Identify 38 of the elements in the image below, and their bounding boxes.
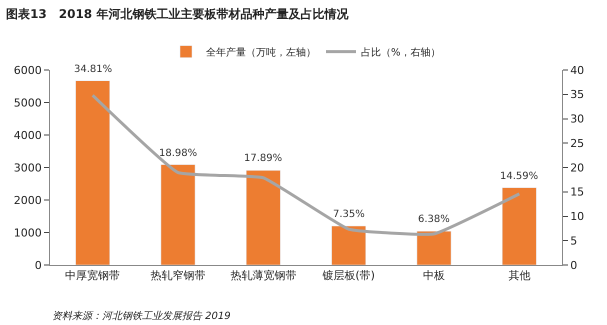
x-tick-label: 中厚宽钢带 xyxy=(65,269,120,282)
x-tick-label: 中板 xyxy=(423,269,445,282)
y2-tick-label: 10 xyxy=(570,210,584,224)
chart-title: 图表13 2018 年河北钢铁工业主要板带材品种产量及占比情况 xyxy=(6,7,350,22)
data-label: 6.38% xyxy=(418,214,450,225)
data-label: 14.59% xyxy=(500,171,538,182)
y2-tick-label: 20 xyxy=(570,161,584,174)
x-tick-label: 热轧薄宽钢带 xyxy=(230,269,296,282)
y2-tick-label: 15 xyxy=(570,186,584,199)
y2-tick-label: 5 xyxy=(570,234,578,248)
bar xyxy=(246,170,281,265)
y2-tick-label: 40 xyxy=(570,64,584,77)
legend-label: 全年产量（万吨，左轴） xyxy=(206,46,316,58)
y-tick-label: 4000 xyxy=(14,128,42,142)
bar xyxy=(75,80,110,265)
legend-label: 占比（%，右轴） xyxy=(361,46,441,58)
y-tick-label: 0 xyxy=(34,258,42,272)
y2-tick-label: 30 xyxy=(570,112,584,126)
bar xyxy=(160,164,196,265)
x-tick-label: 镀层板(带) xyxy=(321,269,375,282)
y2-tick-label: 35 xyxy=(570,88,584,102)
data-label: 18.98% xyxy=(159,148,198,159)
y-tick-label: 3000 xyxy=(14,161,42,174)
y-tick-label: 1000 xyxy=(14,226,42,240)
bar xyxy=(502,187,537,265)
x-tick-label: 热轧窄钢带 xyxy=(150,269,206,282)
data-label: 17.89% xyxy=(244,153,282,164)
y-tick-label: 2000 xyxy=(14,194,42,207)
y-tick-label: 5000 xyxy=(14,96,42,110)
data-label: 34.81% xyxy=(74,64,112,75)
y-tick-label: 6000 xyxy=(14,64,42,77)
text: 资料来源：河北钢铁工业发展报告 2019 xyxy=(52,310,231,322)
bar xyxy=(416,230,452,265)
y2-tick-label: 0 xyxy=(570,258,578,272)
y2-tick-label: 25 xyxy=(570,136,584,150)
data-label: 7.35% xyxy=(333,209,365,220)
x-tick-label: 其他 xyxy=(508,269,530,282)
bar xyxy=(331,226,366,265)
